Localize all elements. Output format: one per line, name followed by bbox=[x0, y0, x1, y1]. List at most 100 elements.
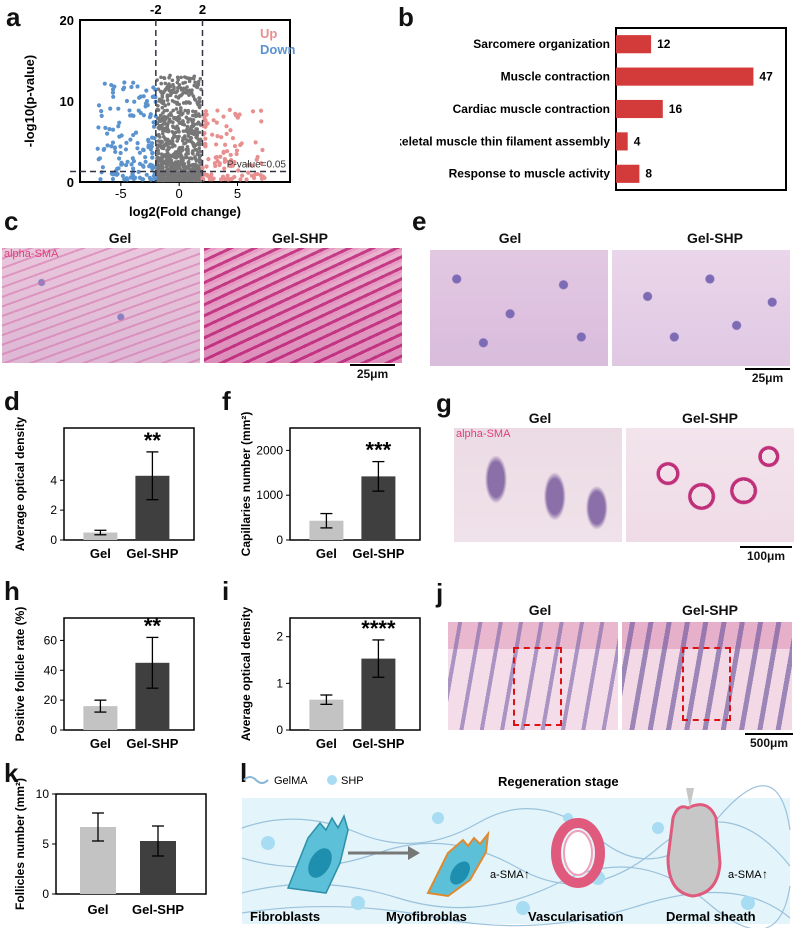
volcano-point-down bbox=[147, 115, 153, 120]
volcano-point-up bbox=[259, 119, 264, 124]
y-axis-label: Average optical density bbox=[13, 417, 27, 552]
volcano-point-ns bbox=[182, 141, 186, 146]
volcano-point-up bbox=[220, 174, 226, 179]
volcano-point-down bbox=[143, 159, 148, 164]
volcano-point-ns bbox=[197, 154, 202, 159]
volcano-point-ns bbox=[193, 109, 198, 114]
y-tick-label: 0 bbox=[276, 723, 283, 737]
volcano-point-ns bbox=[160, 93, 165, 98]
regeneration-schematic: GelMA SHP Regeneration stage a-SMA ↑ a-S… bbox=[241, 774, 791, 928]
volcano-point-ns bbox=[187, 164, 191, 169]
volcano-point-up bbox=[225, 173, 230, 178]
volcano-point-ns bbox=[180, 145, 185, 150]
volcano-point-ns bbox=[177, 102, 182, 107]
volcano-point-ns bbox=[184, 178, 189, 183]
c-stain-label: alpha-SMA bbox=[4, 248, 59, 260]
volcano-point-down bbox=[120, 173, 125, 178]
volcano-point-ns bbox=[177, 174, 181, 179]
volcano-point-down bbox=[149, 135, 155, 140]
panel-label-k: k bbox=[4, 758, 19, 788]
volcano-point-down bbox=[137, 150, 142, 155]
volcano-point-ns bbox=[197, 146, 202, 151]
x-category-label: Gel bbox=[88, 902, 109, 917]
volcano-point-ns bbox=[172, 87, 176, 91]
volcano-point-up bbox=[258, 173, 263, 178]
volcano-point-down bbox=[118, 150, 123, 156]
volcano-point-down bbox=[150, 141, 155, 146]
volcano-point-ns bbox=[185, 85, 189, 89]
volcano-point-ns bbox=[162, 171, 166, 176]
volcano-point-down bbox=[124, 140, 129, 145]
y-tick-label: 0 bbox=[50, 723, 57, 737]
volcano-point-ns bbox=[193, 98, 198, 102]
bar-frame bbox=[63, 427, 195, 541]
volcano-point-down bbox=[110, 140, 116, 145]
g-gelshp-image bbox=[626, 428, 794, 542]
volcano-point-down bbox=[98, 177, 103, 182]
volcano-point-ns bbox=[166, 86, 171, 91]
panel-label-j: j bbox=[436, 578, 444, 608]
y-tick-label: 10 bbox=[60, 94, 74, 109]
volcano-point-up bbox=[214, 142, 219, 147]
volcano-point-up bbox=[235, 115, 240, 120]
volcano-point-ns bbox=[163, 117, 168, 121]
volcano-point-ns bbox=[156, 165, 160, 169]
volcano-point-down bbox=[128, 137, 133, 142]
fibroblast-nucleus bbox=[308, 848, 332, 878]
panel-label-g: g bbox=[436, 388, 452, 418]
volcano-point-ns bbox=[156, 151, 161, 156]
volcano-point-up bbox=[204, 121, 209, 126]
g-scale-text: 100μm bbox=[746, 549, 786, 563]
volcano-point-ns bbox=[158, 113, 163, 118]
myofibroblasts-label: Myofibroblas bbox=[386, 909, 467, 924]
volcano-point-ns bbox=[195, 85, 200, 90]
volcano-point-up bbox=[215, 108, 220, 113]
legend-entry: Down bbox=[260, 42, 295, 57]
volcano-point-ns bbox=[172, 151, 177, 156]
volcano-point-down bbox=[116, 124, 121, 129]
volcano-point-down bbox=[123, 162, 129, 168]
volcano-point-ns bbox=[190, 124, 195, 128]
volcano-point-ns bbox=[197, 157, 202, 162]
volcano-point-ns bbox=[162, 127, 167, 132]
volcano-point-ns bbox=[159, 81, 164, 86]
volcano-point-ns bbox=[186, 147, 190, 151]
volcano-plot: -2 2 P-value=0.05 -5 0 5 0 10 20 log2(Fold change… bbox=[22, 2, 295, 219]
volcano-point-ns bbox=[182, 90, 186, 95]
volcano-point-ns bbox=[167, 162, 172, 166]
j-gelshp-title: Gel-SHP bbox=[681, 602, 738, 618]
y-tick-label: 2 bbox=[50, 503, 57, 517]
volcano-point-up bbox=[230, 163, 236, 168]
significance-mark: ** bbox=[144, 613, 162, 638]
volcano-point-ns bbox=[191, 152, 195, 156]
bar-b-value: 47 bbox=[759, 69, 773, 83]
volcano-point-ns bbox=[157, 178, 162, 183]
vessel bbox=[551, 818, 605, 888]
volcano-point-ns bbox=[162, 76, 166, 80]
bar-b-value: 4 bbox=[634, 134, 641, 148]
volcano-point-ns bbox=[188, 177, 193, 182]
volcano-point-up bbox=[202, 130, 207, 136]
volcano-point-down bbox=[107, 126, 112, 132]
volcano-point-up bbox=[224, 131, 229, 136]
significance-mark: ** bbox=[144, 428, 162, 453]
volcano-point-ns bbox=[168, 119, 173, 124]
volcano-point-ns bbox=[176, 172, 181, 176]
volcano-point-up bbox=[218, 154, 223, 159]
y-axis-label: Positive follicle rate (%) bbox=[13, 607, 27, 742]
volcano-point-ns bbox=[166, 147, 171, 151]
volcano-point-ns bbox=[167, 177, 172, 181]
g-gelshp-title: Gel-SHP bbox=[681, 410, 738, 426]
volcano-point-ns bbox=[173, 162, 177, 166]
volcano-point-down bbox=[96, 157, 101, 162]
volcano-point-ns bbox=[173, 165, 177, 170]
volcano-point-down bbox=[146, 143, 151, 148]
volcano-point-up bbox=[232, 174, 237, 180]
x-category-label: Gel-SHP bbox=[352, 736, 404, 751]
volcano-point-ns bbox=[157, 97, 162, 102]
volcano-point-ns bbox=[161, 175, 165, 180]
bar-b-category: Sarcomere organization bbox=[473, 37, 610, 51]
volcano-point-ns bbox=[165, 108, 169, 113]
volcano-point-down bbox=[152, 165, 157, 170]
volcano-point-up bbox=[238, 177, 243, 182]
